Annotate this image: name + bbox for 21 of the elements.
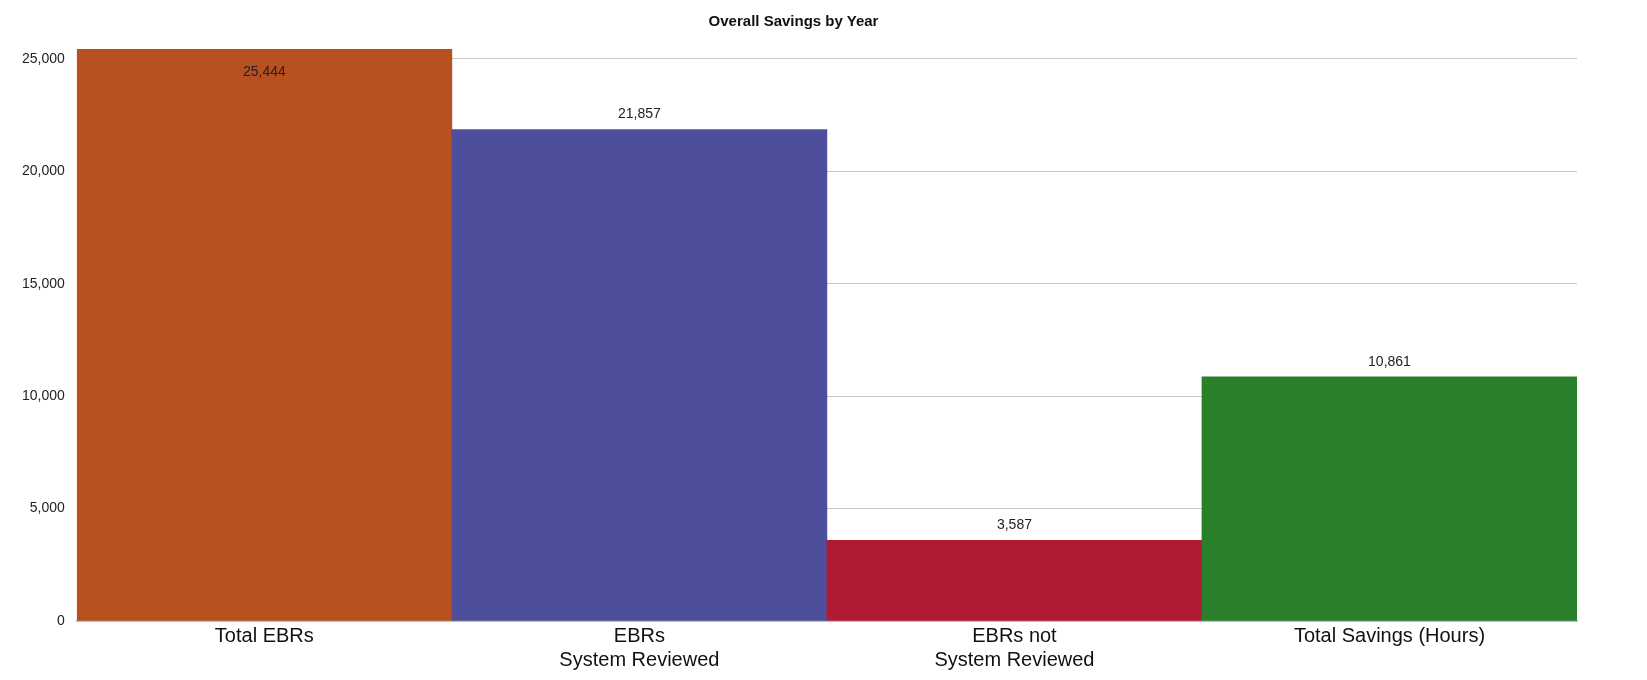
y-tick-label: 5,000 [29, 499, 66, 516]
category-label: Total EBRs [214, 623, 314, 646]
category-label: System Reviewed [559, 647, 720, 670]
y-tick-label: 20,000 [21, 162, 66, 179]
category-label: EBRs [613, 623, 665, 646]
y-tick-label: 0 [57, 611, 66, 628]
data-label: 21,857 [617, 105, 662, 122]
data-label: 10,861 [1368, 352, 1412, 369]
bar [1201, 376, 1577, 621]
bar [76, 49, 453, 621]
y-tick-label: 25,000 [21, 49, 66, 66]
bar [826, 540, 1203, 621]
data-label: 3,587 [996, 516, 1033, 533]
data-label: 25,444 [242, 62, 286, 79]
bar [451, 129, 828, 621]
y-tick-label: 15,000 [21, 274, 66, 291]
category-label: System Reviewed [934, 647, 1095, 670]
category-label: Total Savings (Hours) [1293, 623, 1486, 646]
y-tick-label: 10,000 [21, 387, 66, 404]
chart-title: Overall Savings by Year [708, 12, 879, 30]
category-label: EBRs not [972, 623, 1057, 646]
